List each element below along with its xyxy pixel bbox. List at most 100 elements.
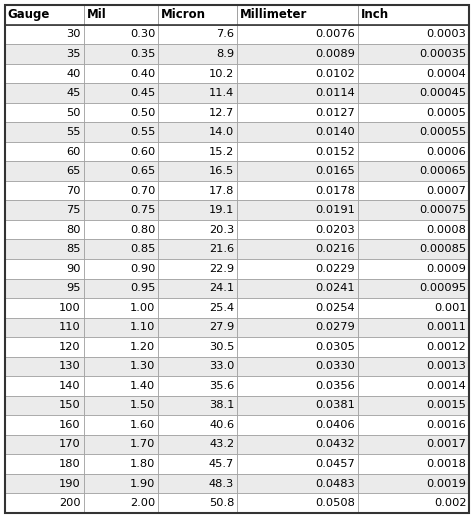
Text: 65: 65 — [66, 166, 81, 176]
Bar — [358, 435, 469, 454]
Bar — [5, 279, 84, 298]
Text: 0.0191: 0.0191 — [315, 205, 355, 215]
Bar — [237, 454, 358, 474]
Text: 0.002: 0.002 — [434, 498, 466, 508]
Bar — [84, 239, 158, 259]
Text: 1.30: 1.30 — [130, 362, 155, 371]
Text: 95: 95 — [66, 283, 81, 293]
Bar — [5, 181, 84, 200]
Bar — [5, 474, 84, 493]
Bar — [84, 493, 158, 513]
Bar — [237, 44, 358, 64]
Text: 0.0254: 0.0254 — [315, 303, 355, 313]
Bar — [5, 83, 84, 103]
Text: 0.0203: 0.0203 — [315, 225, 355, 235]
Text: 45: 45 — [66, 88, 81, 98]
Text: 0.95: 0.95 — [130, 283, 155, 293]
Bar — [5, 239, 84, 259]
Bar — [5, 356, 84, 376]
Text: 0.0017: 0.0017 — [427, 439, 466, 450]
Bar — [84, 122, 158, 142]
Text: 0.001: 0.001 — [434, 303, 466, 313]
Text: 0.0005: 0.0005 — [427, 108, 466, 118]
Text: 7.6: 7.6 — [216, 30, 234, 39]
Text: 1.00: 1.00 — [130, 303, 155, 313]
Bar — [158, 396, 237, 415]
Text: 30.5: 30.5 — [209, 342, 234, 352]
Bar — [84, 5, 158, 25]
Bar — [358, 122, 469, 142]
Bar — [84, 356, 158, 376]
Text: 25.4: 25.4 — [209, 303, 234, 313]
Bar — [158, 454, 237, 474]
Text: 40: 40 — [66, 68, 81, 79]
Text: 35.6: 35.6 — [209, 381, 234, 391]
Text: 0.0140: 0.0140 — [315, 127, 355, 137]
Text: 60: 60 — [66, 147, 81, 156]
Text: 55: 55 — [66, 127, 81, 137]
Bar — [5, 337, 84, 356]
Bar — [158, 376, 237, 396]
Bar — [158, 83, 237, 103]
Bar — [158, 415, 237, 435]
Text: 21.6: 21.6 — [209, 244, 234, 254]
Text: 150: 150 — [59, 400, 81, 410]
Text: 0.00045: 0.00045 — [419, 88, 466, 98]
Bar — [5, 259, 84, 279]
Text: 0.0381: 0.0381 — [315, 400, 355, 410]
Bar — [84, 337, 158, 356]
Bar — [358, 25, 469, 44]
Text: 0.0015: 0.0015 — [427, 400, 466, 410]
Text: 50: 50 — [66, 108, 81, 118]
Bar — [158, 259, 237, 279]
Text: 0.0114: 0.0114 — [315, 88, 355, 98]
Bar — [5, 415, 84, 435]
Bar — [237, 435, 358, 454]
Text: 0.0152: 0.0152 — [315, 147, 355, 156]
Bar — [158, 162, 237, 181]
Text: 0.0006: 0.0006 — [427, 147, 466, 156]
Text: 0.0076: 0.0076 — [315, 30, 355, 39]
Bar — [84, 454, 158, 474]
Text: Mil: Mil — [87, 8, 106, 21]
Text: 1.60: 1.60 — [130, 420, 155, 430]
Bar — [237, 493, 358, 513]
Bar — [237, 181, 358, 200]
Bar — [84, 83, 158, 103]
Bar — [358, 318, 469, 337]
Text: 0.00065: 0.00065 — [419, 166, 466, 176]
Text: 0.00035: 0.00035 — [419, 49, 466, 59]
Bar — [5, 454, 84, 474]
Text: 85: 85 — [66, 244, 81, 254]
Text: 0.0229: 0.0229 — [315, 264, 355, 274]
Bar — [358, 44, 469, 64]
Text: 80: 80 — [66, 225, 81, 235]
Text: 0.0457: 0.0457 — [315, 459, 355, 469]
Bar — [84, 142, 158, 162]
Text: 0.0008: 0.0008 — [427, 225, 466, 235]
Text: 1.90: 1.90 — [130, 479, 155, 488]
Bar — [358, 181, 469, 200]
Bar — [158, 200, 237, 220]
Bar — [237, 337, 358, 356]
Text: 70: 70 — [66, 185, 81, 196]
Bar — [84, 220, 158, 239]
Text: 0.0016: 0.0016 — [427, 420, 466, 430]
Bar — [237, 142, 358, 162]
Text: 170: 170 — [59, 439, 81, 450]
Bar — [358, 298, 469, 318]
Text: 0.0014: 0.0014 — [427, 381, 466, 391]
Text: 17.8: 17.8 — [209, 185, 234, 196]
Bar — [237, 318, 358, 337]
Text: 0.90: 0.90 — [130, 264, 155, 274]
Text: 200: 200 — [59, 498, 81, 508]
Text: 0.70: 0.70 — [130, 185, 155, 196]
Bar — [84, 474, 158, 493]
Bar — [5, 318, 84, 337]
Text: 0.00085: 0.00085 — [419, 244, 466, 254]
Bar — [237, 122, 358, 142]
Bar — [84, 298, 158, 318]
Bar — [84, 44, 158, 64]
Bar — [5, 103, 84, 122]
Bar — [158, 239, 237, 259]
